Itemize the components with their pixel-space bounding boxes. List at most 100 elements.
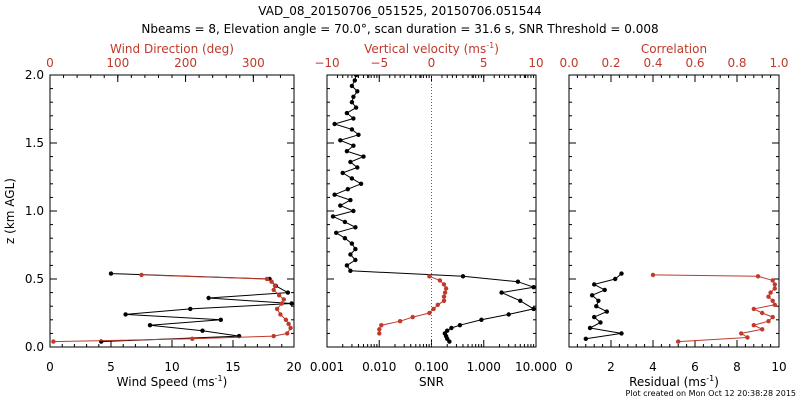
series-line (101, 273, 292, 343)
data-point (355, 89, 360, 94)
data-point (479, 317, 484, 322)
data-point (751, 306, 756, 312)
x-top-tick-label: 100 (106, 56, 129, 70)
data-point (334, 230, 339, 235)
y-tick-label: 2.0 (25, 68, 44, 82)
data-point (356, 132, 361, 137)
data-point (676, 339, 681, 344)
data-series-top-axis (51, 272, 293, 344)
data-point (751, 323, 756, 328)
data-point (279, 301, 284, 306)
x-top-axis-label: Vertical velocity (ms-1) (364, 41, 499, 56)
data-point (218, 317, 223, 322)
y-tick-label: 0.0 (25, 340, 44, 354)
data-point (604, 309, 609, 314)
data-point (345, 187, 350, 192)
y-tick-label: 1.0 (25, 204, 44, 218)
y-tick-label: 1.5 (25, 136, 44, 150)
data-point (583, 336, 588, 341)
data-point (285, 290, 291, 295)
data-series-bottom-axis (99, 271, 294, 344)
data-point (619, 271, 624, 276)
data-point (200, 328, 205, 333)
data-point (344, 263, 350, 268)
data-point (344, 110, 350, 116)
y-axis-label: z (km AGL) (3, 178, 17, 244)
data-point (361, 154, 366, 159)
data-point (272, 283, 278, 288)
data-point (139, 272, 144, 278)
data-point (441, 282, 447, 287)
x-top-tick-label: −5 (370, 56, 388, 70)
x-top-tick-label: 0 (428, 56, 436, 70)
x-bottom-tick-label: 8 (733, 360, 741, 374)
data-point (760, 310, 765, 316)
data-point (772, 286, 777, 291)
data-point (340, 170, 345, 176)
x-bottom-tick-label: 20 (286, 360, 301, 374)
data-point (147, 323, 153, 328)
data-point (349, 176, 355, 181)
data-point (531, 306, 536, 312)
data-point (344, 149, 350, 154)
data-point (351, 116, 356, 121)
data-point (460, 274, 466, 279)
x-bottom-tick-label: 1.000 (467, 360, 501, 374)
data-point (352, 78, 357, 83)
data-point (449, 325, 454, 331)
series-line (652, 274, 776, 343)
x-top-tick-label: 200 (174, 56, 197, 70)
data-point (531, 285, 536, 290)
data-point (518, 298, 523, 303)
data-point (206, 295, 211, 301)
data-point (379, 323, 384, 328)
data-point (377, 327, 382, 332)
data-point (596, 298, 601, 303)
x-top-axis-label: Correlation (641, 42, 707, 56)
x-top-tick-label: 0.8 (727, 56, 746, 70)
x-top-tick-label: 300 (242, 56, 265, 70)
x-top-tick-label: 5 (480, 56, 488, 70)
data-point (443, 286, 449, 291)
data-point (351, 143, 356, 148)
data-point (427, 310, 432, 316)
data-point (285, 331, 290, 336)
data-point (353, 225, 358, 230)
x-bottom-tick-label: 2 (607, 360, 615, 374)
data-point (442, 290, 448, 295)
data-point (768, 290, 773, 295)
data-point (271, 287, 276, 293)
data-point (499, 290, 504, 295)
data-point (342, 236, 348, 241)
data-point (349, 127, 355, 132)
data-point (188, 306, 193, 312)
data-point (770, 298, 775, 303)
x-bottom-axis-label: Wind Speed (ms-1) (117, 374, 228, 389)
data-point (353, 246, 358, 252)
data-point (351, 94, 356, 100)
panel-frame (568, 74, 780, 348)
data-point (594, 304, 599, 309)
x-bottom-tick-label: 0.010 (362, 360, 396, 374)
x-top-tick-label: 0.2 (601, 56, 620, 70)
data-point (589, 293, 595, 298)
data-point (348, 268, 353, 273)
data-point (278, 312, 283, 317)
data-point (108, 271, 114, 276)
x-bottom-axis-label: SNR (419, 375, 444, 389)
data-point (441, 294, 447, 299)
x-bottom-tick-label: 0 (565, 360, 573, 374)
data-point (772, 282, 777, 287)
data-series-bottom-axis (583, 271, 624, 341)
x-bottom-tick-label: 5 (107, 360, 115, 374)
data-point (348, 159, 353, 165)
y-tick-label: 0.5 (25, 272, 44, 286)
data-point (592, 282, 597, 287)
x-bottom-tick-label: 0 (46, 360, 54, 374)
data-point (760, 327, 765, 332)
data-point (427, 274, 432, 279)
panel-residual: 0 2 4 6 8 10 0.0 0.2 0.4 0.6 0.8 1.0 Residual (ms-1)… (559, 42, 788, 389)
data-point (274, 306, 280, 312)
data-point (441, 298, 447, 303)
